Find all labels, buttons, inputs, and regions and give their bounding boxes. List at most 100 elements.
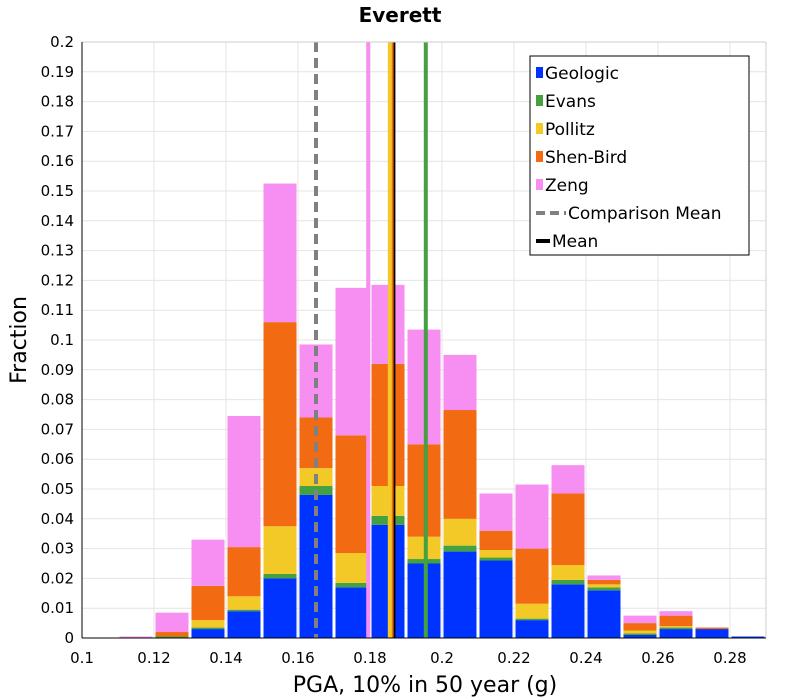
bar-evans [155,636,189,638]
bar-evans [191,627,225,630]
y-tick-label: 0.19 [41,63,74,81]
legend-swatch-geologic [536,67,543,78]
bar-shen-bird [551,493,585,565]
bar-pollitz [263,526,297,574]
y-tick-label: 0 [64,629,74,647]
bar-zeng [551,465,585,494]
chart-title: Everett [359,3,442,27]
legend-box [529,55,750,256]
legend-label-zeng: Zeng [545,176,589,196]
bar-pollitz [335,553,369,583]
y-axis-label: Fraction [7,296,32,384]
bar-evans [515,618,549,621]
bar-evans [587,587,621,591]
bar-evans [263,573,297,579]
bar-shen-bird [443,410,477,519]
legend-swatch-shen-bird [536,151,543,162]
bar-zeng [227,415,261,548]
bar-zeng [335,287,369,436]
x-tick-label: 0.2 [430,649,454,667]
bar-shen-bird [515,548,549,604]
x-tick-label: 0.12 [137,649,170,667]
y-tick-label: 0.07 [41,420,74,438]
y-tick-label: 0.18 [41,93,74,111]
legend-label-geologic: Geologic [545,64,619,84]
y-tick-label: 0.15 [41,182,74,200]
y-tick-label: 0.13 [41,242,74,260]
bar-zeng [263,183,297,323]
bar-geologic [695,629,729,638]
bar-geologic [623,635,657,638]
bar-zeng [155,612,189,633]
bar-zeng [443,354,477,411]
y-tick-label: 0.04 [41,510,74,528]
bar-zeng [659,611,693,616]
bar-evans [227,609,261,612]
legend-label-evans: Evans [545,92,596,112]
bar-geologic [191,629,225,638]
bar-pollitz [191,620,225,628]
bar-pollitz [587,584,621,588]
bar-geologic [263,578,297,638]
bar-evans [623,633,657,636]
mean-lines [314,42,428,638]
bar-geologic [443,551,477,638]
axes [81,41,767,639]
bar-shen-bird [191,585,225,621]
y-tick-label: 0.2 [50,33,74,51]
bar-shen-bird [263,322,297,527]
legend-label-pollitz: Pollitz [545,120,595,140]
y-tick-label: 0.03 [41,540,74,558]
bar-pollitz [623,630,657,634]
legend-swatch-zeng [536,179,543,190]
x-tick-label: 0.14 [209,649,242,667]
y-tick-label: 0.17 [41,122,74,140]
x-axis-label: PGA, 10% in 50 year (g) [293,673,557,698]
x-tick-label: 0.24 [569,649,602,667]
x-tick-label: 0.16 [281,649,314,667]
bar-zeng [515,484,549,549]
legend-swatch-evans [536,95,543,106]
bar-pollitz [227,596,261,610]
bar-evans [551,579,585,585]
bar-shen-bird [479,530,513,551]
bar-pollitz [659,626,693,628]
legend-label-mean: Mean [552,232,598,252]
legend-label-shen-bird: Shen-Bird [545,148,627,168]
bar-shen-bird [227,547,261,597]
y-tick-label: 0.01 [41,599,74,617]
bar-shen-bird [335,435,369,554]
legend-swatch-pollitz [536,123,543,134]
bar-pollitz [515,603,549,619]
bar-geologic [335,587,369,638]
x-tick-label: 0.1 [70,649,94,667]
bar-geologic [731,636,765,638]
bar-evans [443,545,477,552]
y-tick-label: 0.09 [41,361,74,379]
bar-pollitz [479,550,513,558]
x-tick-label: 0.22 [497,649,530,667]
bar-shen-bird [587,579,621,585]
x-tick-label: 0.18 [353,649,386,667]
y-tick-labels: 0 0.01 0.02 0.03 0.04 0.05 0.06 0.07 0.08 0.09 0.1… [41,33,74,647]
y-tick-label: 0.14 [41,212,74,230]
bar-zeng [479,493,513,531]
bar-zeng [623,615,657,624]
y-tick-label: 0.05 [41,480,74,498]
bar-shen-bird [155,632,189,637]
y-tick-label: 0.16 [41,152,74,170]
bar-shen-bird [659,615,693,627]
bar-evans [479,557,513,561]
y-tick-label: 0.02 [41,569,74,587]
bar-pollitz [443,518,477,546]
y-tick-label: 0.1 [50,331,74,349]
bar-geologic [551,584,585,638]
bar-geologic [659,629,693,638]
x-tick-label: 0.28 [713,649,746,667]
bar-zeng [191,539,225,586]
y-tick-label: 0.11 [41,301,74,319]
y-tick-label: 0.08 [41,391,74,409]
bar-zeng [587,575,621,580]
bar-geologic [587,590,621,638]
